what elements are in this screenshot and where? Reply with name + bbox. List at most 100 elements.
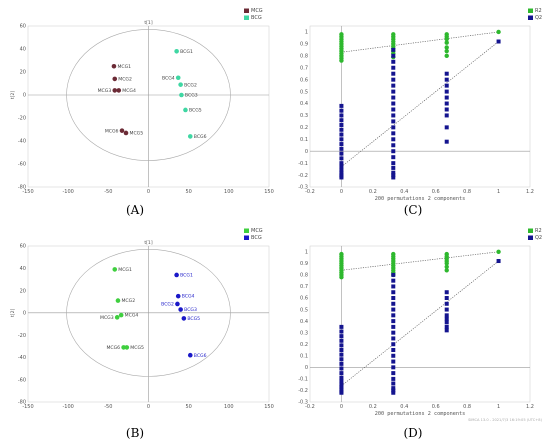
y-tick-label: -0.1 xyxy=(298,161,308,167)
score-point xyxy=(179,92,184,98)
q2-point xyxy=(444,320,449,325)
x-tick-label: -50 xyxy=(104,404,112,410)
q2-point xyxy=(444,307,449,312)
q2-point xyxy=(444,113,449,118)
y-tick-label: 0.8 xyxy=(300,273,308,279)
r2-point xyxy=(444,53,449,59)
q2-point xyxy=(444,316,449,321)
q2-point xyxy=(391,319,396,324)
point-label: MCG6 xyxy=(106,345,120,351)
q2-point xyxy=(339,357,344,362)
score-point xyxy=(181,316,187,321)
q2-point xyxy=(339,127,344,132)
score-point xyxy=(121,345,126,350)
x-tick-label: 0 xyxy=(147,404,150,410)
q2-point xyxy=(444,95,449,100)
q2-point xyxy=(339,375,344,380)
y-axis-label: t[2] xyxy=(10,91,16,100)
q2-point xyxy=(444,125,449,130)
q2-point xyxy=(444,89,449,94)
q2-point xyxy=(391,388,396,393)
y-tick-label: 60 xyxy=(20,24,26,30)
y-tick-label: -40 xyxy=(18,139,26,145)
q2-point xyxy=(391,284,396,289)
q2-point xyxy=(339,113,344,118)
q2-point xyxy=(444,301,449,306)
q2-point xyxy=(339,142,344,147)
r2-point xyxy=(444,40,449,45)
point-label: BCG4 xyxy=(182,294,195,300)
y-tick-label: 0.9 xyxy=(300,261,308,267)
q2-point xyxy=(444,324,449,329)
q2-point xyxy=(339,161,344,166)
legend-label: MCG xyxy=(251,8,263,14)
y-tick-label: 0.8 xyxy=(300,54,308,60)
q2-point xyxy=(339,338,344,343)
score-point xyxy=(174,272,179,278)
y-tick-label: 0.9 xyxy=(300,42,308,48)
x-axis-label: t[1] xyxy=(144,20,153,26)
legend-swatch xyxy=(244,235,249,240)
q2-point xyxy=(339,371,344,376)
y-tick-label: 0 xyxy=(23,311,26,317)
score-point xyxy=(187,134,193,139)
y-tick-label: 0.7 xyxy=(300,284,308,290)
legend-label: MCG xyxy=(251,228,263,234)
panel-a: -150 -100 -50 0 50 100 150 -80 -60 -40 -20 0 20 40 60 t… xyxy=(10,8,274,195)
legend-label: Q2 xyxy=(535,235,542,241)
point-label: MCG3 xyxy=(98,88,112,94)
y-tick-label: 0.2 xyxy=(300,342,308,348)
x-tick-label: 0.8 xyxy=(463,189,471,195)
q2-point xyxy=(391,330,396,335)
x-tick-label: 150 xyxy=(264,189,274,195)
q2-point xyxy=(391,381,396,386)
q2-point xyxy=(339,175,344,180)
q2-point xyxy=(391,342,396,347)
x-tick-label: 50 xyxy=(185,404,191,410)
point-label: BCG5 xyxy=(187,316,200,322)
q2-point xyxy=(391,313,396,318)
point-label: MCG1 xyxy=(118,267,132,273)
confidence-ellipse xyxy=(66,29,231,161)
score-point xyxy=(178,82,183,87)
q2-point xyxy=(391,53,396,58)
q2-point xyxy=(444,296,449,300)
q2-point xyxy=(391,376,396,381)
score-point xyxy=(175,301,180,307)
x-tick-label: -100 xyxy=(62,404,73,410)
score-point xyxy=(174,49,179,54)
legend-swatch xyxy=(244,228,249,233)
q2-point xyxy=(391,155,396,160)
r2-point xyxy=(444,268,449,273)
q2-point xyxy=(339,146,344,151)
r2-point xyxy=(444,48,449,54)
permutation-caption: 200 permutations 2 components xyxy=(375,411,466,417)
q2-point xyxy=(391,77,396,82)
score-point xyxy=(124,345,130,350)
y-tick-label: 0 xyxy=(23,93,26,99)
x-tick-label: 1 xyxy=(497,189,500,195)
q2-point xyxy=(339,170,344,175)
score-point xyxy=(112,88,118,93)
q2-point xyxy=(391,307,396,312)
x-tick-label: 0.4 xyxy=(400,404,408,410)
q2-point xyxy=(339,329,344,334)
x-tick-label: 1.2 xyxy=(526,404,534,410)
q2-point xyxy=(391,65,396,70)
permutation-caption: 200 permutations 2 components xyxy=(375,196,466,202)
y-tick-label: 0.1 xyxy=(300,353,308,359)
q2-point xyxy=(444,71,449,76)
y-tick-label: -20 xyxy=(18,116,26,122)
y-tick-label: 1 xyxy=(305,30,308,36)
regression-line xyxy=(341,41,499,167)
x-tick-label: -0.2 xyxy=(305,189,315,195)
q2-point xyxy=(391,149,396,154)
q2-point xyxy=(391,59,396,64)
q2-point xyxy=(444,139,449,144)
y-tick-label: 0.3 xyxy=(300,113,308,119)
point-label: BCG1 xyxy=(180,273,193,279)
y-tick-label: 0.6 xyxy=(300,296,308,302)
q2-point xyxy=(339,361,344,366)
q2-point xyxy=(391,95,396,100)
q2-point xyxy=(391,272,396,277)
